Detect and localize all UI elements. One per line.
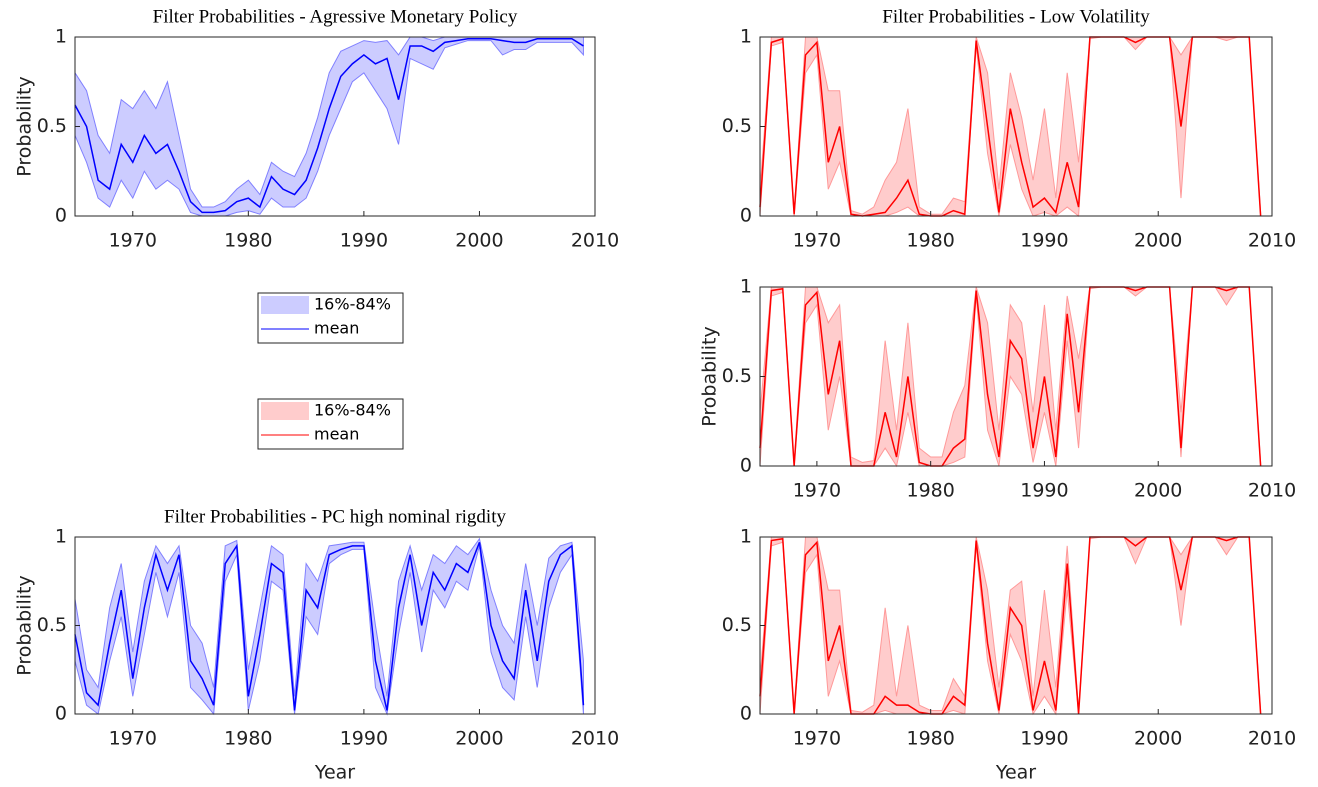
x-tick-label: 2000 — [455, 728, 503, 750]
chart-title: Filter Probabilities - Agressive Monetar… — [153, 6, 518, 27]
y-tick-label: 0 — [740, 205, 752, 227]
legend-label: 16%-84% — [314, 295, 391, 314]
y-tick-label: 1 — [740, 526, 752, 548]
mean-line — [759, 536, 1262, 715]
y-tick-label: 1 — [740, 26, 752, 48]
x-tick-label: 2010 — [1248, 230, 1296, 252]
x-tick-label: 1980 — [906, 480, 954, 502]
mean-line — [759, 36, 1262, 217]
mean-line — [74, 542, 585, 711]
x-tick-label: 1980 — [224, 230, 272, 252]
x-tick-label: 1990 — [1020, 728, 1068, 750]
x-tick-label: 2000 — [1134, 480, 1182, 502]
legend-box — [257, 292, 404, 344]
mean-line — [74, 38, 584, 214]
y-tick-label: 1 — [55, 526, 67, 548]
y-tick-label: 0.5 — [37, 115, 67, 137]
y-tick-label: 0 — [55, 205, 67, 227]
band — [74, 36, 584, 217]
legend-label: mean — [314, 425, 359, 444]
x-tick-label: 1980 — [224, 728, 272, 750]
legend-swatch — [261, 402, 309, 420]
legend-swatch — [261, 296, 309, 314]
x-tick-label: 2010 — [571, 230, 619, 252]
y-tick-label: 1 — [55, 26, 67, 48]
band — [759, 36, 1262, 217]
x-tick-label: 1970 — [793, 728, 841, 750]
x-axis-label: Year — [995, 762, 1036, 784]
x-tick-label: 2000 — [1134, 728, 1182, 750]
x-tick-label: 2010 — [1248, 480, 1296, 502]
x-tick-label: 2000 — [1134, 230, 1182, 252]
x-tick-label: 1990 — [1020, 230, 1068, 252]
y-axis-label: Probability — [14, 575, 36, 675]
x-tick-label: 2010 — [1248, 728, 1296, 750]
x-tick-label: 1990 — [1020, 480, 1068, 502]
y-tick-label: 0.5 — [722, 115, 752, 137]
chart-title: Filter Probabilities - Low Volatility — [882, 6, 1150, 27]
y-axis-label: Probability — [699, 326, 721, 426]
x-tick-label: 1980 — [906, 728, 954, 750]
x-tick-label: 1970 — [793, 230, 841, 252]
x-tick-label: 1980 — [906, 230, 954, 252]
y-tick-label: 0.5 — [722, 614, 752, 636]
mean-line — [759, 286, 1262, 467]
y-tick-label: 1 — [740, 276, 752, 298]
x-axis-label: Year — [314, 762, 355, 784]
band — [74, 537, 584, 716]
legend-label: mean — [314, 319, 359, 338]
y-axis-label: Probability — [14, 76, 36, 176]
y-tick-label: 0 — [55, 703, 67, 725]
x-tick-label: 2010 — [571, 728, 619, 750]
x-tick-label: 1970 — [109, 728, 157, 750]
legend-label: 16%-84% — [314, 401, 391, 420]
x-tick-label: 1970 — [793, 480, 841, 502]
x-tick-label: 1990 — [340, 728, 388, 750]
x-tick-label: 1990 — [340, 230, 388, 252]
y-tick-label: 0 — [740, 455, 752, 477]
y-tick-label: 0.5 — [37, 614, 67, 636]
x-tick-label: 1970 — [109, 230, 157, 252]
chart-title: Filter Probabilities - PC high nominal r… — [164, 506, 506, 527]
band — [759, 536, 1262, 716]
y-tick-label: 0.5 — [722, 365, 752, 387]
y-tick-label: 0 — [740, 703, 752, 725]
x-tick-label: 2000 — [455, 230, 503, 252]
